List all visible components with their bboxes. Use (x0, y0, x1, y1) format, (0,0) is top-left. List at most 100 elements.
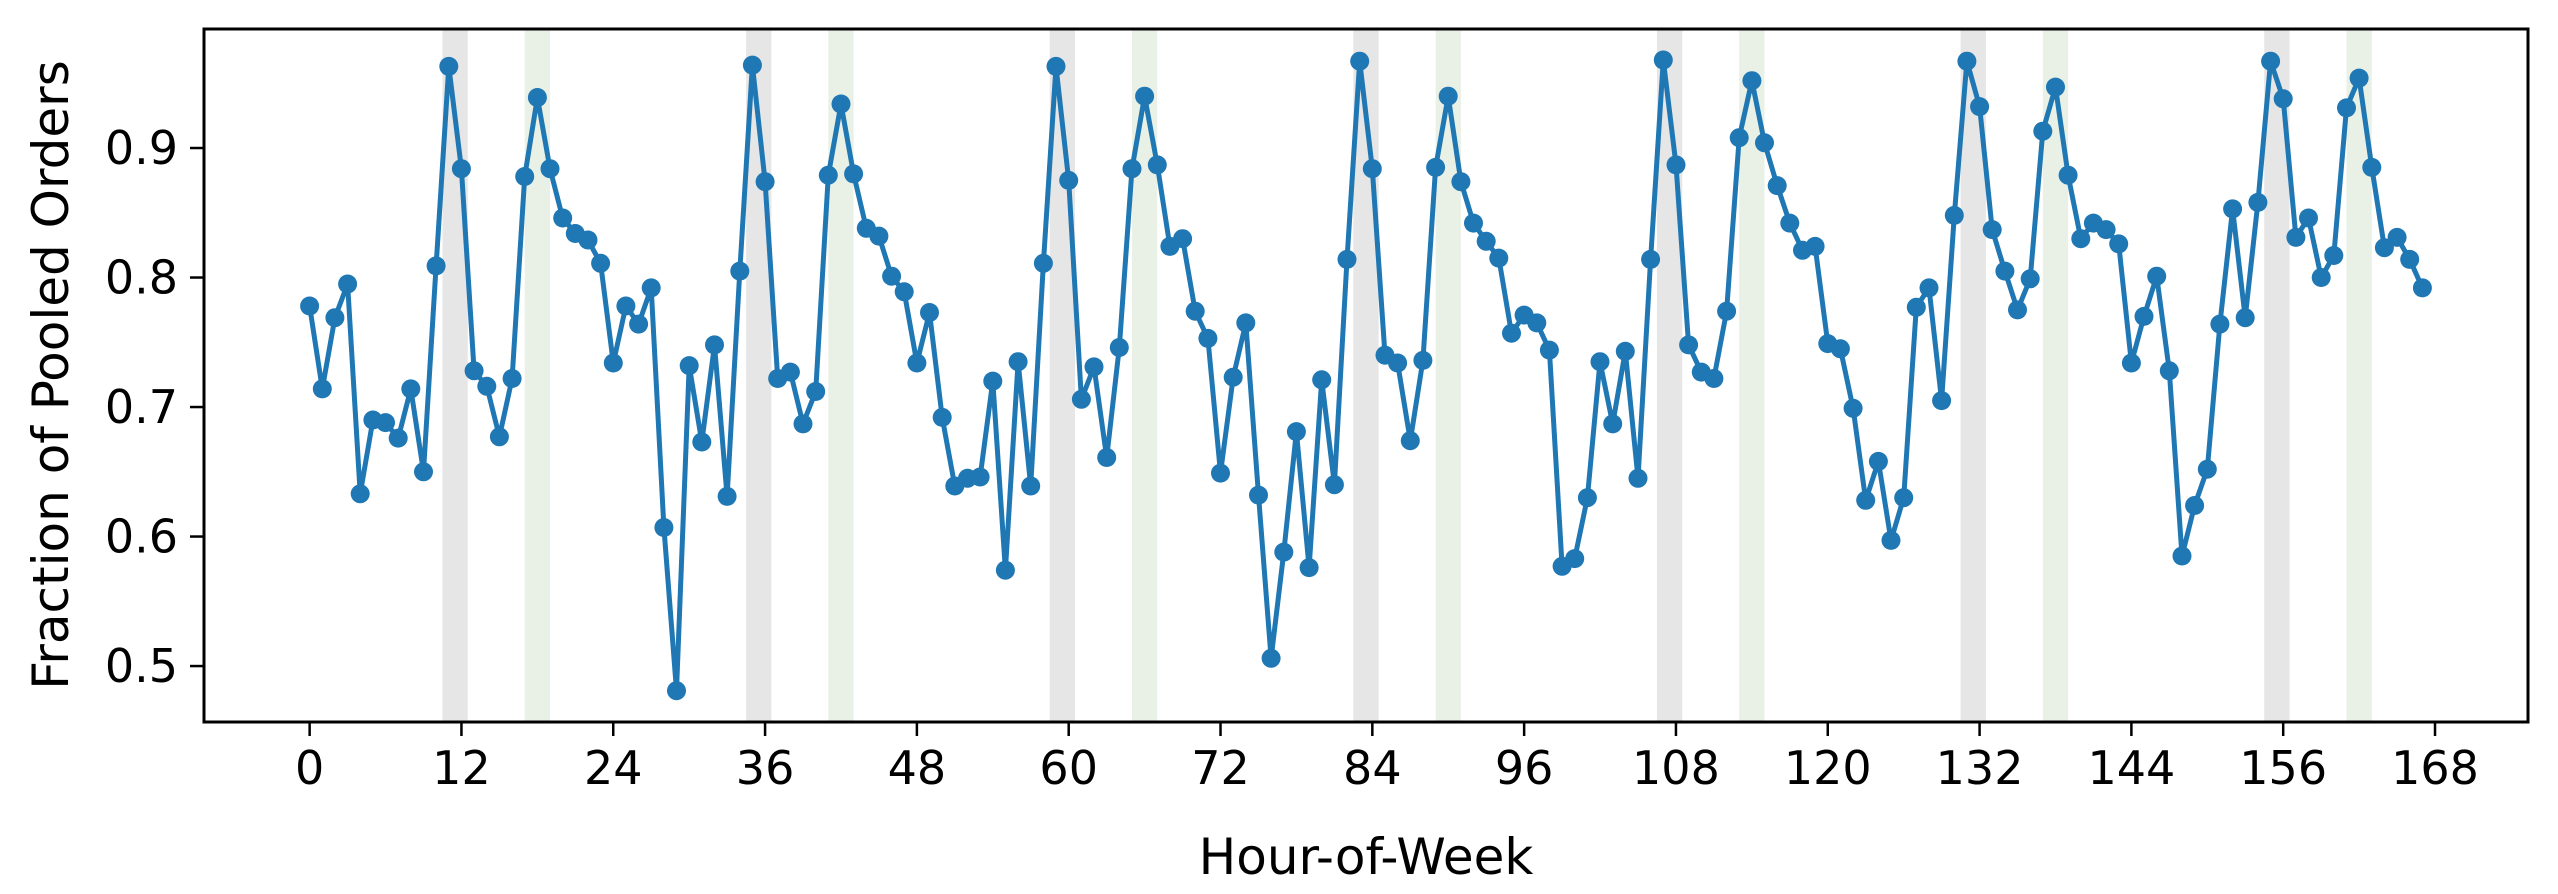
data-point (831, 94, 851, 114)
data-point (1755, 133, 1774, 153)
x-tick-label: 144 (2087, 741, 2175, 795)
data-point (1729, 128, 1749, 148)
data-point (2071, 229, 2091, 249)
x-tick-label: 96 (1495, 741, 1554, 795)
data-point (1350, 51, 1370, 71)
data-point (1122, 159, 1142, 179)
data-point (1653, 50, 1673, 70)
data-point (1438, 86, 1458, 106)
data-point (300, 296, 320, 316)
data-point (2096, 220, 2116, 240)
data-point (717, 486, 737, 506)
y-tick-label: 0.7 (105, 380, 178, 434)
data-point (1502, 323, 1521, 343)
data-point (995, 560, 1015, 580)
data-point (1299, 558, 1319, 578)
x-tick-label: 24 (584, 741, 643, 795)
data-point (1464, 213, 1483, 233)
data-point (1843, 398, 1863, 418)
data-point (2223, 199, 2243, 219)
data-point (1451, 172, 1471, 192)
data-point (350, 484, 370, 504)
data-point (1236, 313, 1256, 333)
data-point (780, 362, 800, 382)
x-tick-label: 156 (2239, 741, 2327, 795)
data-point (818, 165, 838, 185)
data-point (1008, 352, 1028, 372)
data-point (1767, 176, 1787, 196)
data-point (1147, 155, 1167, 175)
data-point (401, 379, 421, 399)
data-point (629, 314, 649, 334)
data-point (806, 382, 826, 401)
data-point (1173, 229, 1193, 249)
data-point (2261, 51, 2281, 71)
data-series-layer (300, 50, 2432, 701)
data-point (641, 278, 661, 298)
data-point (1628, 468, 1648, 488)
data-point (2172, 546, 2192, 566)
data-point (2210, 314, 2230, 334)
data-point (451, 159, 471, 179)
data-point (1577, 488, 1597, 508)
x-tick-label: 48 (888, 741, 947, 795)
data-point (388, 428, 408, 448)
data-point (2324, 246, 2344, 265)
data-point (1312, 370, 1332, 390)
data-point (2121, 353, 2141, 373)
data-point (730, 261, 750, 281)
data-point (338, 274, 358, 294)
data-point (882, 266, 902, 286)
data-point (439, 56, 459, 76)
data-point (2400, 249, 2420, 269)
data-point (1388, 353, 1408, 373)
data-point (603, 353, 623, 373)
data-point (1970, 97, 1990, 117)
data-point (426, 256, 446, 276)
data-point (705, 335, 724, 355)
data-point (527, 88, 547, 107)
data-point (1097, 448, 1117, 467)
data-point (1704, 369, 1724, 388)
data-point (2299, 208, 2318, 228)
data-point (1211, 463, 1230, 483)
data-point (869, 226, 889, 246)
data-point (1856, 490, 1876, 510)
data-point (2109, 234, 2129, 254)
x-tick-label: 108 (1632, 741, 1720, 795)
x-tick-label: 120 (1784, 741, 1872, 795)
data-point (2147, 266, 2167, 286)
data-point (983, 371, 1003, 391)
data-point (1337, 249, 1357, 269)
data-point (376, 413, 395, 433)
data-point (1590, 352, 1610, 372)
data-point (2412, 278, 2432, 298)
x-tick-label: 168 (2391, 741, 2479, 795)
data-point (1641, 249, 1661, 269)
data-point (616, 296, 636, 316)
data-point (591, 253, 611, 273)
y-axis-label: Fraction of Pooled Orders (22, 60, 80, 690)
data-point (1135, 86, 1155, 106)
data-point (2387, 227, 2407, 247)
data-point (2349, 68, 2369, 88)
data-point (1223, 367, 1243, 387)
data-point (1033, 253, 1053, 273)
data-point (1881, 530, 1901, 550)
data-point (1742, 71, 1762, 91)
data-point (1919, 278, 1939, 298)
shaded-bands-layer (442, 29, 2372, 722)
data-point (1198, 328, 1218, 348)
data-point (1666, 155, 1686, 175)
data-point (2197, 459, 2217, 479)
data-point (1982, 220, 2002, 240)
x-tick-label: 84 (1343, 741, 1402, 795)
data-point (1906, 297, 1926, 317)
data-point (1413, 350, 1433, 370)
data-point (2362, 157, 2382, 177)
data-point (1932, 391, 1952, 411)
data-point (1805, 236, 1825, 256)
data-point (654, 518, 674, 537)
x-tick-label: 132 (1936, 741, 2024, 795)
